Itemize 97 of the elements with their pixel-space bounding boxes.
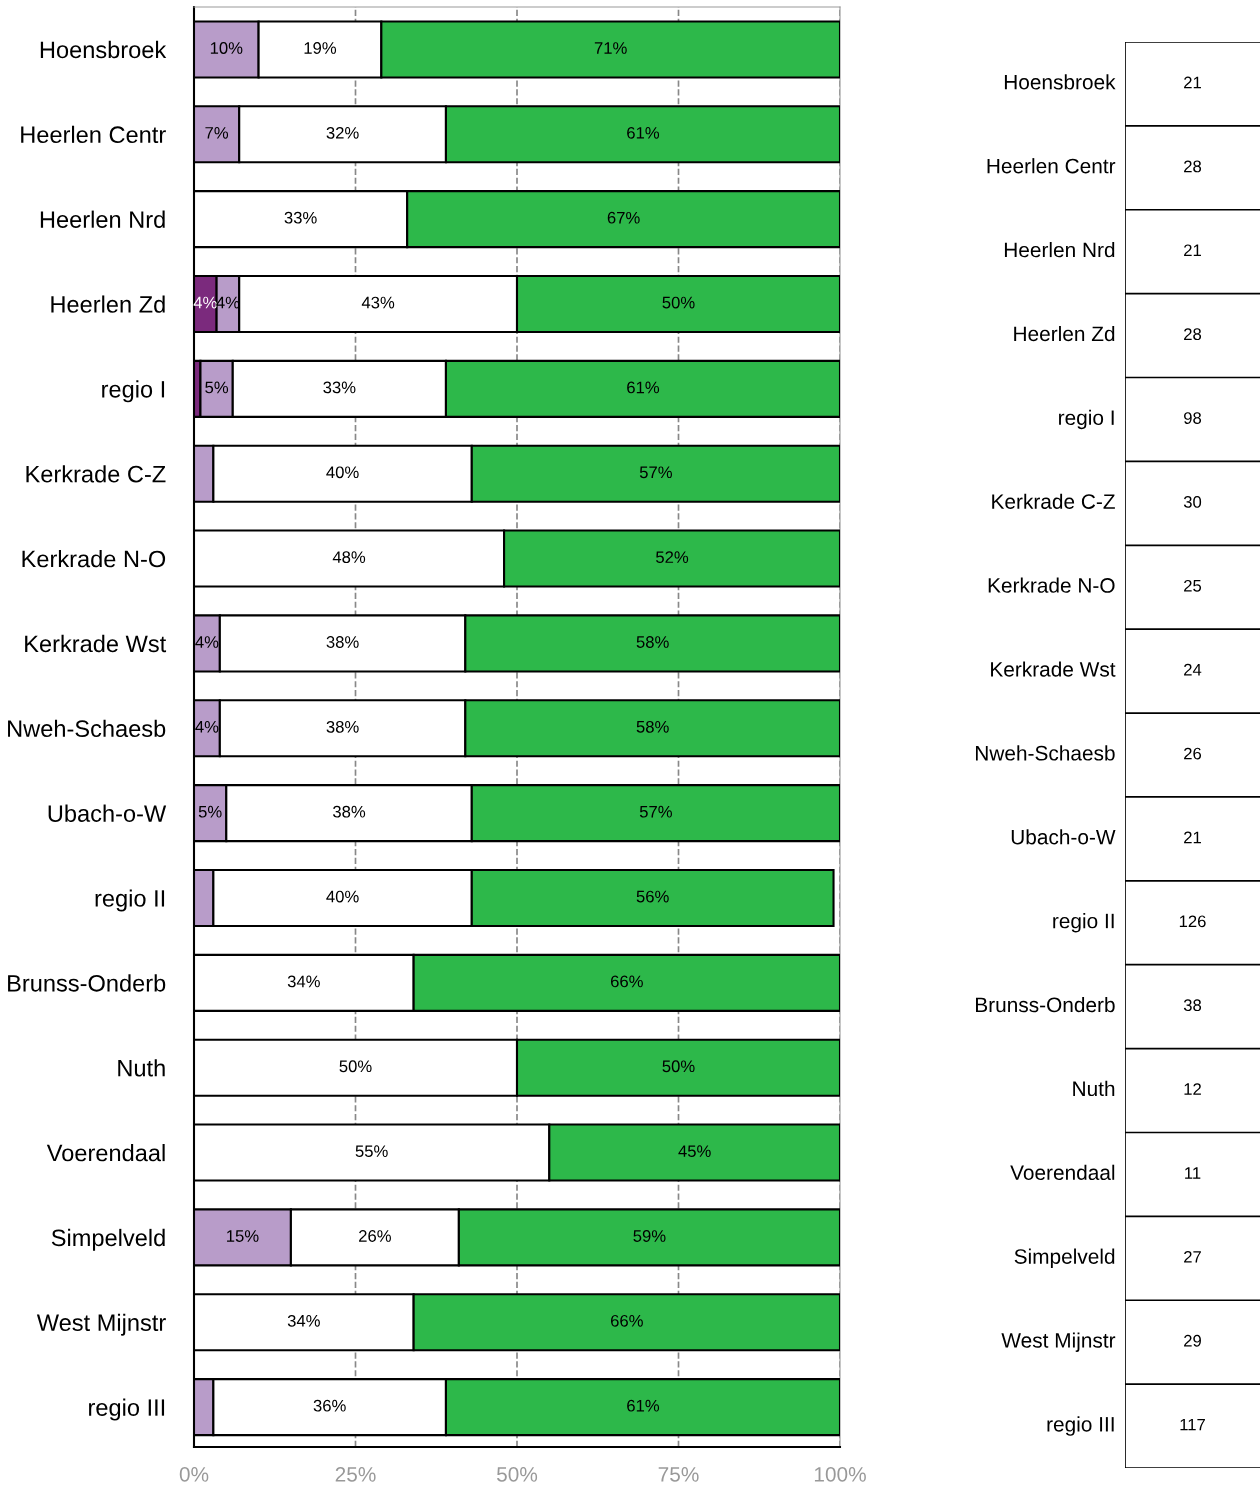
category-label: West Mijnstr xyxy=(1001,1332,1116,1352)
category-label: Nuth xyxy=(1073,1080,1115,1097)
data-label: 27 xyxy=(1184,1250,1201,1263)
y-tick-label: Nweh-Schaesb xyxy=(8,719,166,738)
data-label: 19% xyxy=(304,42,337,54)
data-label: 117 xyxy=(1180,1418,1205,1431)
category-label: Voerendaal xyxy=(1010,1164,1115,1180)
y-tick-label: Brunss-Onderb xyxy=(8,974,166,992)
y-tick-label: regio II xyxy=(95,889,165,912)
data-label: 66% xyxy=(610,975,643,988)
x-tick-label: 25% xyxy=(335,1466,376,1482)
data-label: 52% xyxy=(656,551,689,564)
data-label: 30 xyxy=(1183,496,1202,508)
data-label: 40% xyxy=(326,466,359,479)
data-label: 61% xyxy=(627,126,660,139)
x-tick-label: 0% xyxy=(179,1466,209,1482)
data-label: 34% xyxy=(287,975,320,988)
x-tick-label: 50% xyxy=(496,1466,538,1482)
y-tick-label: Nuth xyxy=(118,1059,165,1077)
category-label: Ubach-o-W xyxy=(1011,829,1116,845)
y-tick-label: Heerlen Centr xyxy=(21,125,166,144)
data-label: 33% xyxy=(323,381,356,394)
data-label: 5% xyxy=(198,805,222,818)
data-label: 55% xyxy=(355,1145,388,1158)
data-label: 38% xyxy=(326,720,359,733)
data-label: 32% xyxy=(326,126,359,139)
data-label: 29 xyxy=(1184,1334,1201,1347)
data-label: 38 xyxy=(1183,999,1202,1012)
data-label: 66% xyxy=(610,1314,643,1327)
data-label: 28 xyxy=(1184,328,1202,341)
y-tick-label: Simpelveld xyxy=(51,1228,165,1251)
data-label: 58% xyxy=(636,636,669,648)
data-label: 98 xyxy=(1184,412,1202,424)
data-label: 57% xyxy=(639,466,672,479)
category-label: regio I xyxy=(1059,409,1114,430)
category-label: regio II xyxy=(1053,913,1114,933)
y-tick-label: Ubach-o-W xyxy=(48,804,167,822)
data-label: 67% xyxy=(607,211,640,224)
data-label: 28 xyxy=(1184,160,1202,173)
y-tick-label: regio I xyxy=(102,380,165,403)
data-label: 38% xyxy=(326,636,359,648)
category-label: Heerlen Nrd xyxy=(1004,242,1115,258)
category-label: Hoensbroek xyxy=(1004,74,1116,90)
data-label: 61% xyxy=(627,1399,660,1412)
y-tick-label: Hoensbroek xyxy=(40,40,167,59)
x-tick-label: 100% xyxy=(814,1466,866,1482)
data-label: 4% xyxy=(195,636,219,648)
data-label: 38% xyxy=(333,805,366,818)
y-tick-label: Kerkrade Wst xyxy=(25,634,167,653)
category-label: Heerlen Zd xyxy=(1014,325,1115,342)
category-label: regio III xyxy=(1047,1416,1114,1436)
data-label: 5% xyxy=(205,381,229,394)
data-label: 21 xyxy=(1184,76,1201,89)
y-tick-label: West Mijnstr xyxy=(36,1313,166,1336)
data-label: 11 xyxy=(1185,1167,1201,1179)
data-label: 61% xyxy=(627,381,660,394)
data-label: 50% xyxy=(662,296,695,309)
category-label: Brunss-Onderb xyxy=(976,996,1115,1013)
data-label: 21 xyxy=(1184,831,1201,844)
category-label: Nweh-Schaesb xyxy=(975,745,1115,761)
data-label: 10% xyxy=(210,42,243,54)
data-label: 48% xyxy=(332,551,366,564)
x-tick-label: 75% xyxy=(658,1467,699,1482)
data-label: 45% xyxy=(678,1145,711,1158)
data-label: 40% xyxy=(326,890,359,903)
data-label: 71% xyxy=(594,42,627,54)
y-tick-label: regio III xyxy=(89,1398,165,1421)
category-label: Kerkrade N-O xyxy=(988,577,1115,593)
y-tick-label: Kerkrade C-Z xyxy=(26,465,166,483)
data-label: 57% xyxy=(639,805,672,818)
y-tick-label: Heerlen Nrd xyxy=(40,210,165,228)
data-label: 7% xyxy=(205,127,229,139)
data-label: 15% xyxy=(227,1230,259,1242)
data-label: 26% xyxy=(359,1230,391,1242)
data-label: 24 xyxy=(1184,663,1202,676)
y-tick-label: Kerkrade N-O xyxy=(22,550,166,568)
data-label: 36% xyxy=(313,1399,346,1412)
data-label: 43% xyxy=(361,296,395,309)
data-label: 50% xyxy=(339,1060,372,1073)
data-label: 126 xyxy=(1179,915,1206,928)
data-label: 21 xyxy=(1184,244,1201,257)
category-label: Simpelveld xyxy=(1014,1248,1115,1268)
category-label: Kerkrade Wst xyxy=(991,661,1116,677)
data-label: 34% xyxy=(287,1314,320,1327)
y-tick-label: Heerlen Zd xyxy=(51,295,165,313)
data-label: 33% xyxy=(284,211,317,224)
data-label: 12 xyxy=(1184,1083,1201,1095)
data-label: 50% xyxy=(662,1060,695,1073)
data-label: 26 xyxy=(1184,747,1202,760)
data-label: 56% xyxy=(636,890,669,903)
data-label: 59% xyxy=(633,1230,666,1242)
category-label: Heerlen Centr xyxy=(987,158,1116,174)
y-tick-label: Voerendaal xyxy=(46,1144,165,1162)
data-label: 4% xyxy=(195,721,219,733)
data-label: 25 xyxy=(1184,579,1202,592)
category-label: Kerkrade C-Z xyxy=(992,493,1115,509)
data-label: 58% xyxy=(636,720,669,733)
